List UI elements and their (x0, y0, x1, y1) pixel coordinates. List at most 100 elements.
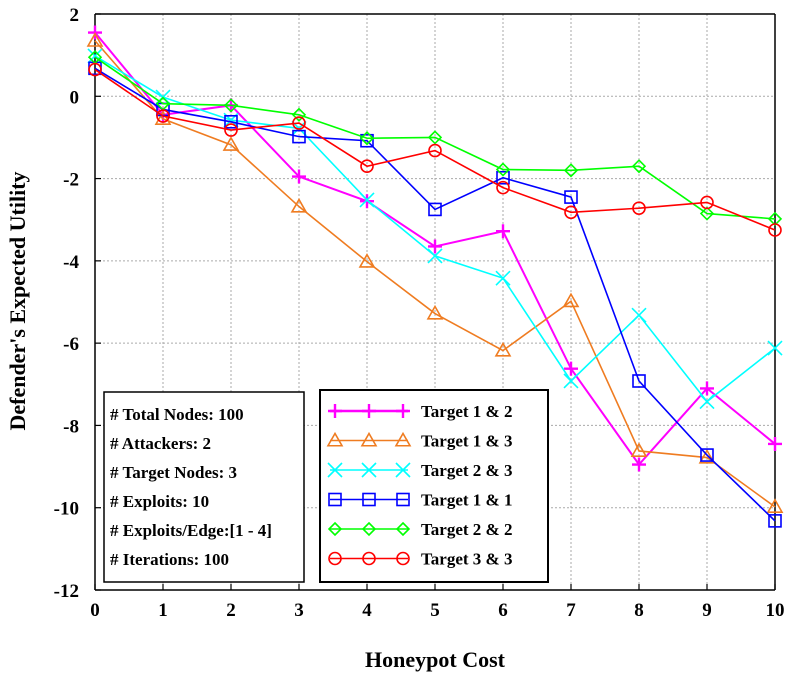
series-line (94, 67, 776, 522)
legend-marker (328, 404, 342, 418)
legend-item: Target 1 & 3 (326, 431, 512, 451)
data-point (767, 211, 783, 227)
data-point (563, 163, 579, 178)
y-tick-label: -4 (63, 252, 79, 273)
legend-marker (361, 521, 377, 537)
parameters-box: # Total Nodes: 100 # Attackers: 2 # Targ… (103, 391, 305, 583)
legend-item: Target 2 & 2 (327, 520, 512, 539)
x-tick-label: 10 (766, 600, 785, 621)
data-point (768, 436, 782, 451)
data-point (766, 498, 784, 513)
x-tick-label: 9 (702, 600, 712, 621)
legend-label: Target 3 & 3 (421, 550, 512, 569)
data-point (292, 116, 306, 130)
legend-marker (396, 551, 410, 566)
legend-marker (326, 431, 344, 447)
data-point (632, 457, 646, 472)
data-point (427, 130, 443, 145)
y-tick-label: 2 (70, 5, 80, 26)
legend-label: Target 1 & 2 (421, 402, 512, 421)
x-tick-label: 8 (634, 600, 644, 621)
x-tick-label: 7 (566, 600, 576, 621)
data-point (428, 239, 442, 254)
series-line (94, 56, 776, 220)
data-point (496, 224, 510, 239)
y-tick-label: -8 (63, 416, 79, 437)
data-point (768, 514, 782, 528)
y-tick-label: -10 (54, 499, 79, 520)
data-point (428, 143, 442, 158)
data-point (767, 340, 783, 356)
data-point (768, 223, 782, 237)
legend-item: Target 2 & 3 (327, 461, 512, 480)
data-point (292, 169, 306, 184)
info-target-nodes: # Target Nodes: 3 (110, 463, 237, 482)
data-point (496, 180, 510, 195)
data-point (291, 107, 307, 122)
data-point (224, 123, 238, 137)
data-point (223, 98, 239, 113)
legend-item: Target 1 & 1 (328, 491, 512, 510)
data-point (699, 206, 715, 221)
legend-label: Target 2 & 2 (421, 520, 512, 539)
legend-items: Target 1 & 2 Target 1 & 3 Target 2 & 3 Targ… (326, 402, 512, 569)
data-point (631, 159, 647, 174)
data-point (630, 442, 648, 457)
legend-marker (328, 551, 342, 566)
series-6 (88, 62, 782, 237)
legend-frame (319, 389, 549, 583)
data-point (564, 361, 578, 376)
data-point (495, 270, 511, 286)
legend-label: Target 2 & 3 (421, 461, 512, 480)
data-point (495, 162, 511, 177)
legend-marker (361, 462, 377, 478)
data-point (224, 114, 238, 129)
data-point (360, 194, 374, 209)
data-point (698, 448, 716, 464)
series-2 (86, 32, 784, 513)
legend-marker (328, 492, 342, 507)
data-point (359, 192, 375, 208)
y-tick-label: 0 (70, 87, 80, 108)
legend-item: Target 3 & 3 (328, 550, 512, 569)
data-point (564, 205, 578, 220)
data-point (154, 110, 172, 125)
data-point (632, 374, 646, 388)
x-tick-label: 6 (498, 600, 508, 621)
data-point (222, 136, 240, 151)
data-point (290, 197, 308, 213)
x-tick-label: 3 (294, 600, 304, 621)
series-line (94, 68, 776, 231)
data-point (564, 190, 578, 204)
data-point (494, 341, 512, 357)
data-point (427, 248, 443, 264)
data-point (562, 292, 580, 308)
data-point (700, 195, 714, 210)
legend: Target 1 & 2 Target 1 & 3 Target 2 & 3 Targ… (319, 389, 549, 583)
data-point (358, 253, 376, 268)
data-point (359, 131, 375, 146)
info-attackers: # Attackers: 2 (110, 434, 211, 453)
data-point (428, 202, 442, 217)
series-line (94, 40, 776, 508)
data-point (292, 129, 306, 144)
legend-marker (395, 521, 411, 537)
y-tick-label: -2 (63, 170, 79, 191)
x-tick-label: 4 (362, 600, 372, 621)
axes (94, 13, 776, 591)
tick-labels: 0 1 2 3 4 5 6 7 8 9 10 2 0 -2 -4 -6 -8 -10 -12 (54, 5, 785, 621)
legend-item: Target 1 & 2 (328, 402, 512, 421)
legend-marker (362, 404, 376, 418)
series-lines (86, 25, 784, 528)
legend-marker (394, 431, 412, 447)
info-total-nodes: # Total Nodes: 100 (110, 405, 244, 424)
legend-marker (395, 462, 411, 478)
legend-marker (362, 551, 376, 566)
x-tick-label: 1 (158, 600, 168, 621)
x-axis-title: Honeypot Cost (365, 647, 506, 672)
legend-marker (396, 492, 410, 507)
data-point (632, 201, 646, 215)
data-point (700, 448, 714, 462)
legend-marker (327, 462, 343, 478)
data-point (360, 133, 374, 148)
